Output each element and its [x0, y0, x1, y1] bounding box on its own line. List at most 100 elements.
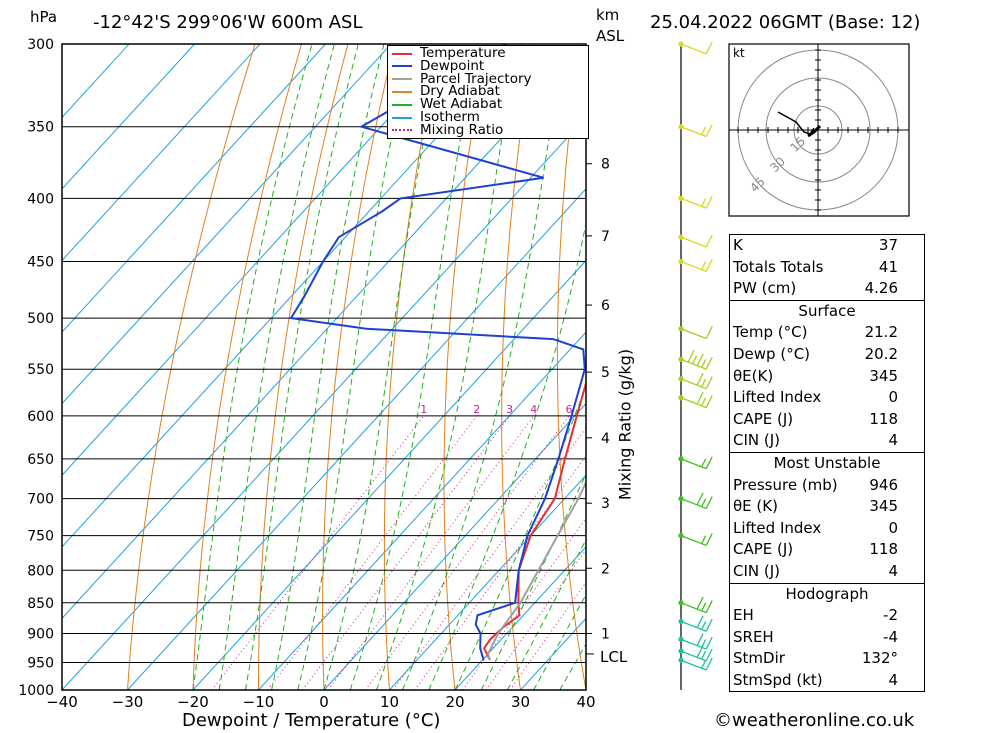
- pressure-tick-label: 400: [27, 191, 54, 207]
- wind-barb-flag: [701, 621, 707, 630]
- wind-barb-staff: [680, 378, 707, 390]
- series-temperature: [482, 379, 586, 661]
- legend-item: Isotherm: [392, 109, 480, 125]
- wind-barb-flag: [701, 261, 707, 270]
- wind-barb-flag: [701, 359, 707, 368]
- km-tick-label: 1: [601, 626, 610, 642]
- legend-swatch: [392, 116, 412, 119]
- wind-barb-flag: [705, 234, 713, 248]
- pressure-tick-label: 300: [27, 37, 54, 53]
- wind-barb-flag: [705, 600, 713, 613]
- wind-barb-staff: [680, 126, 707, 138]
- isotherm-line: [454, 546, 586, 690]
- temperature-tick-label: 10: [380, 693, 399, 711]
- isotherm-line: [389, 474, 586, 690]
- index-row-totals: Totals Totals 41: [733, 257, 898, 276]
- wind-barb-flag: [687, 349, 695, 363]
- location-title: -12°42'S 299°06'W 600m ASL: [93, 12, 363, 33]
- surface-row: Lifted Index 0: [733, 388, 898, 407]
- wind-barb-flag: [701, 498, 707, 507]
- wind-barb-staff: [680, 650, 707, 662]
- isotherm-line: [62, 44, 457, 476]
- wet-adiabat-line: [402, 44, 565, 690]
- surface-row: CAPE (J) 118: [733, 409, 898, 428]
- wind-barb-flag: [705, 496, 713, 509]
- pressure-tick-label: 700: [27, 492, 54, 508]
- pressure-tick-label: 650: [27, 452, 54, 468]
- hodo-row: StmSpd (kt) 4: [733, 670, 898, 689]
- legend-label: Parcel Trajectory: [420, 70, 532, 87]
- wind-barb-flag: [705, 41, 713, 55]
- legend-item: Dewpoint: [392, 59, 484, 73]
- mixing-ratio-line: [327, 415, 535, 690]
- surface-title: Surface: [798, 301, 856, 320]
- mixing-ratio-label: 2: [473, 403, 480, 416]
- isotherm-line: [323, 402, 586, 690]
- legend-label: Isotherm: [420, 109, 480, 125]
- wind-barb-flag: [701, 458, 707, 468]
- most-unstable-title: Most Unstable: [773, 453, 881, 472]
- wet-adiabat-line: [533, 593, 586, 690]
- wet-adiabat-line: [428, 221, 586, 690]
- wind-barb-flag: [705, 456, 713, 469]
- indices-panel: K 37 Totals Totals 41 PW (cm) 4.26 Surface …: [729, 234, 925, 693]
- wind-barb-flag: [701, 397, 707, 407]
- temperature-tick-label: −40: [46, 693, 78, 711]
- surface-row: Temp (°C) 21.2: [733, 323, 898, 342]
- isotherm-line: [258, 331, 586, 690]
- wind-barb-flag: [701, 602, 707, 612]
- legend-swatch: [392, 52, 412, 55]
- mixing-ratio-axis-label: Mixing Ratio (g/kg): [615, 348, 635, 501]
- hodograph-storm-marker: [807, 124, 822, 138]
- pressure-tick-label: 750: [27, 529, 54, 545]
- legend-swatch: [392, 90, 412, 93]
- hodo-row: StmDir 132°: [733, 649, 898, 668]
- dry-adiabat-line: [952, 44, 1000, 690]
- axes: 3003504004505005506006507007508008509009…: [18, 37, 610, 711]
- isotherm-line: [127, 188, 586, 690]
- hodograph-unit: kt: [733, 46, 745, 60]
- temperature-tick-label: −10: [243, 693, 275, 711]
- plot-frame: [61, 43, 587, 691]
- mu-row: CAPE (J) 118: [733, 540, 898, 559]
- dry-adiabat-line: [322, 44, 395, 690]
- temperature-tick-label: 0: [319, 693, 329, 711]
- general-indices: K 37 Totals Totals 41 PW (cm) 4.26: [729, 234, 925, 301]
- wind-barb-staff: [680, 498, 707, 510]
- wet-adiabat-line: [349, 44, 479, 690]
- wind-barb-flag: [705, 326, 713, 339]
- surface-indices: Surface Temp (°C) 21.2 Dewp (°C) 20.2 θE(K…: [729, 300, 925, 453]
- wet-adiabat-line: [480, 472, 586, 690]
- mixing-ratio-label: 16: [654, 403, 668, 416]
- wind-barb-flag: [705, 356, 713, 370]
- wind-barb-flag: [705, 648, 713, 662]
- legend-item: Temperature: [392, 46, 506, 60]
- hodo-row: EH -2: [733, 606, 898, 625]
- hodograph-title: Hodograph: [785, 584, 869, 603]
- wet-adiabat-line: [271, 44, 385, 690]
- legend-label: Dry Adiabat: [420, 83, 500, 100]
- wind-barb-staff: [680, 236, 707, 248]
- wind-barb-staff: [680, 659, 707, 671]
- wind-level-dot: [678, 234, 684, 240]
- mixing-ratio-label: 1: [420, 403, 427, 416]
- wind-barb-flag: [705, 124, 713, 137]
- legend-swatch: [392, 78, 412, 81]
- index-row-pw: PW (cm) 4.26: [733, 279, 898, 298]
- temperature-tick-label: −30: [112, 693, 144, 711]
- pressure-tick-label: 450: [27, 255, 54, 271]
- wind-barb-flag: [696, 633, 704, 646]
- wind-barb-staff: [680, 43, 707, 55]
- mu-row: θE (K) 345: [733, 497, 898, 516]
- temperature-tick-label: 30: [511, 693, 530, 711]
- footer-credit[interactable]: ©weatheronline.co.uk: [714, 710, 915, 731]
- km-unit: km: [596, 6, 620, 24]
- wind-barbs: [678, 41, 713, 690]
- wind-barb-staff: [680, 260, 707, 272]
- km-tick-label: 2: [601, 561, 610, 577]
- isotherm-line: [62, 44, 261, 262]
- wind-barb-flag: [705, 657, 713, 671]
- wind-barb-flag: [701, 650, 707, 660]
- surface-row: CIN (J) 4: [733, 431, 898, 450]
- isotherm-line: [62, 44, 523, 548]
